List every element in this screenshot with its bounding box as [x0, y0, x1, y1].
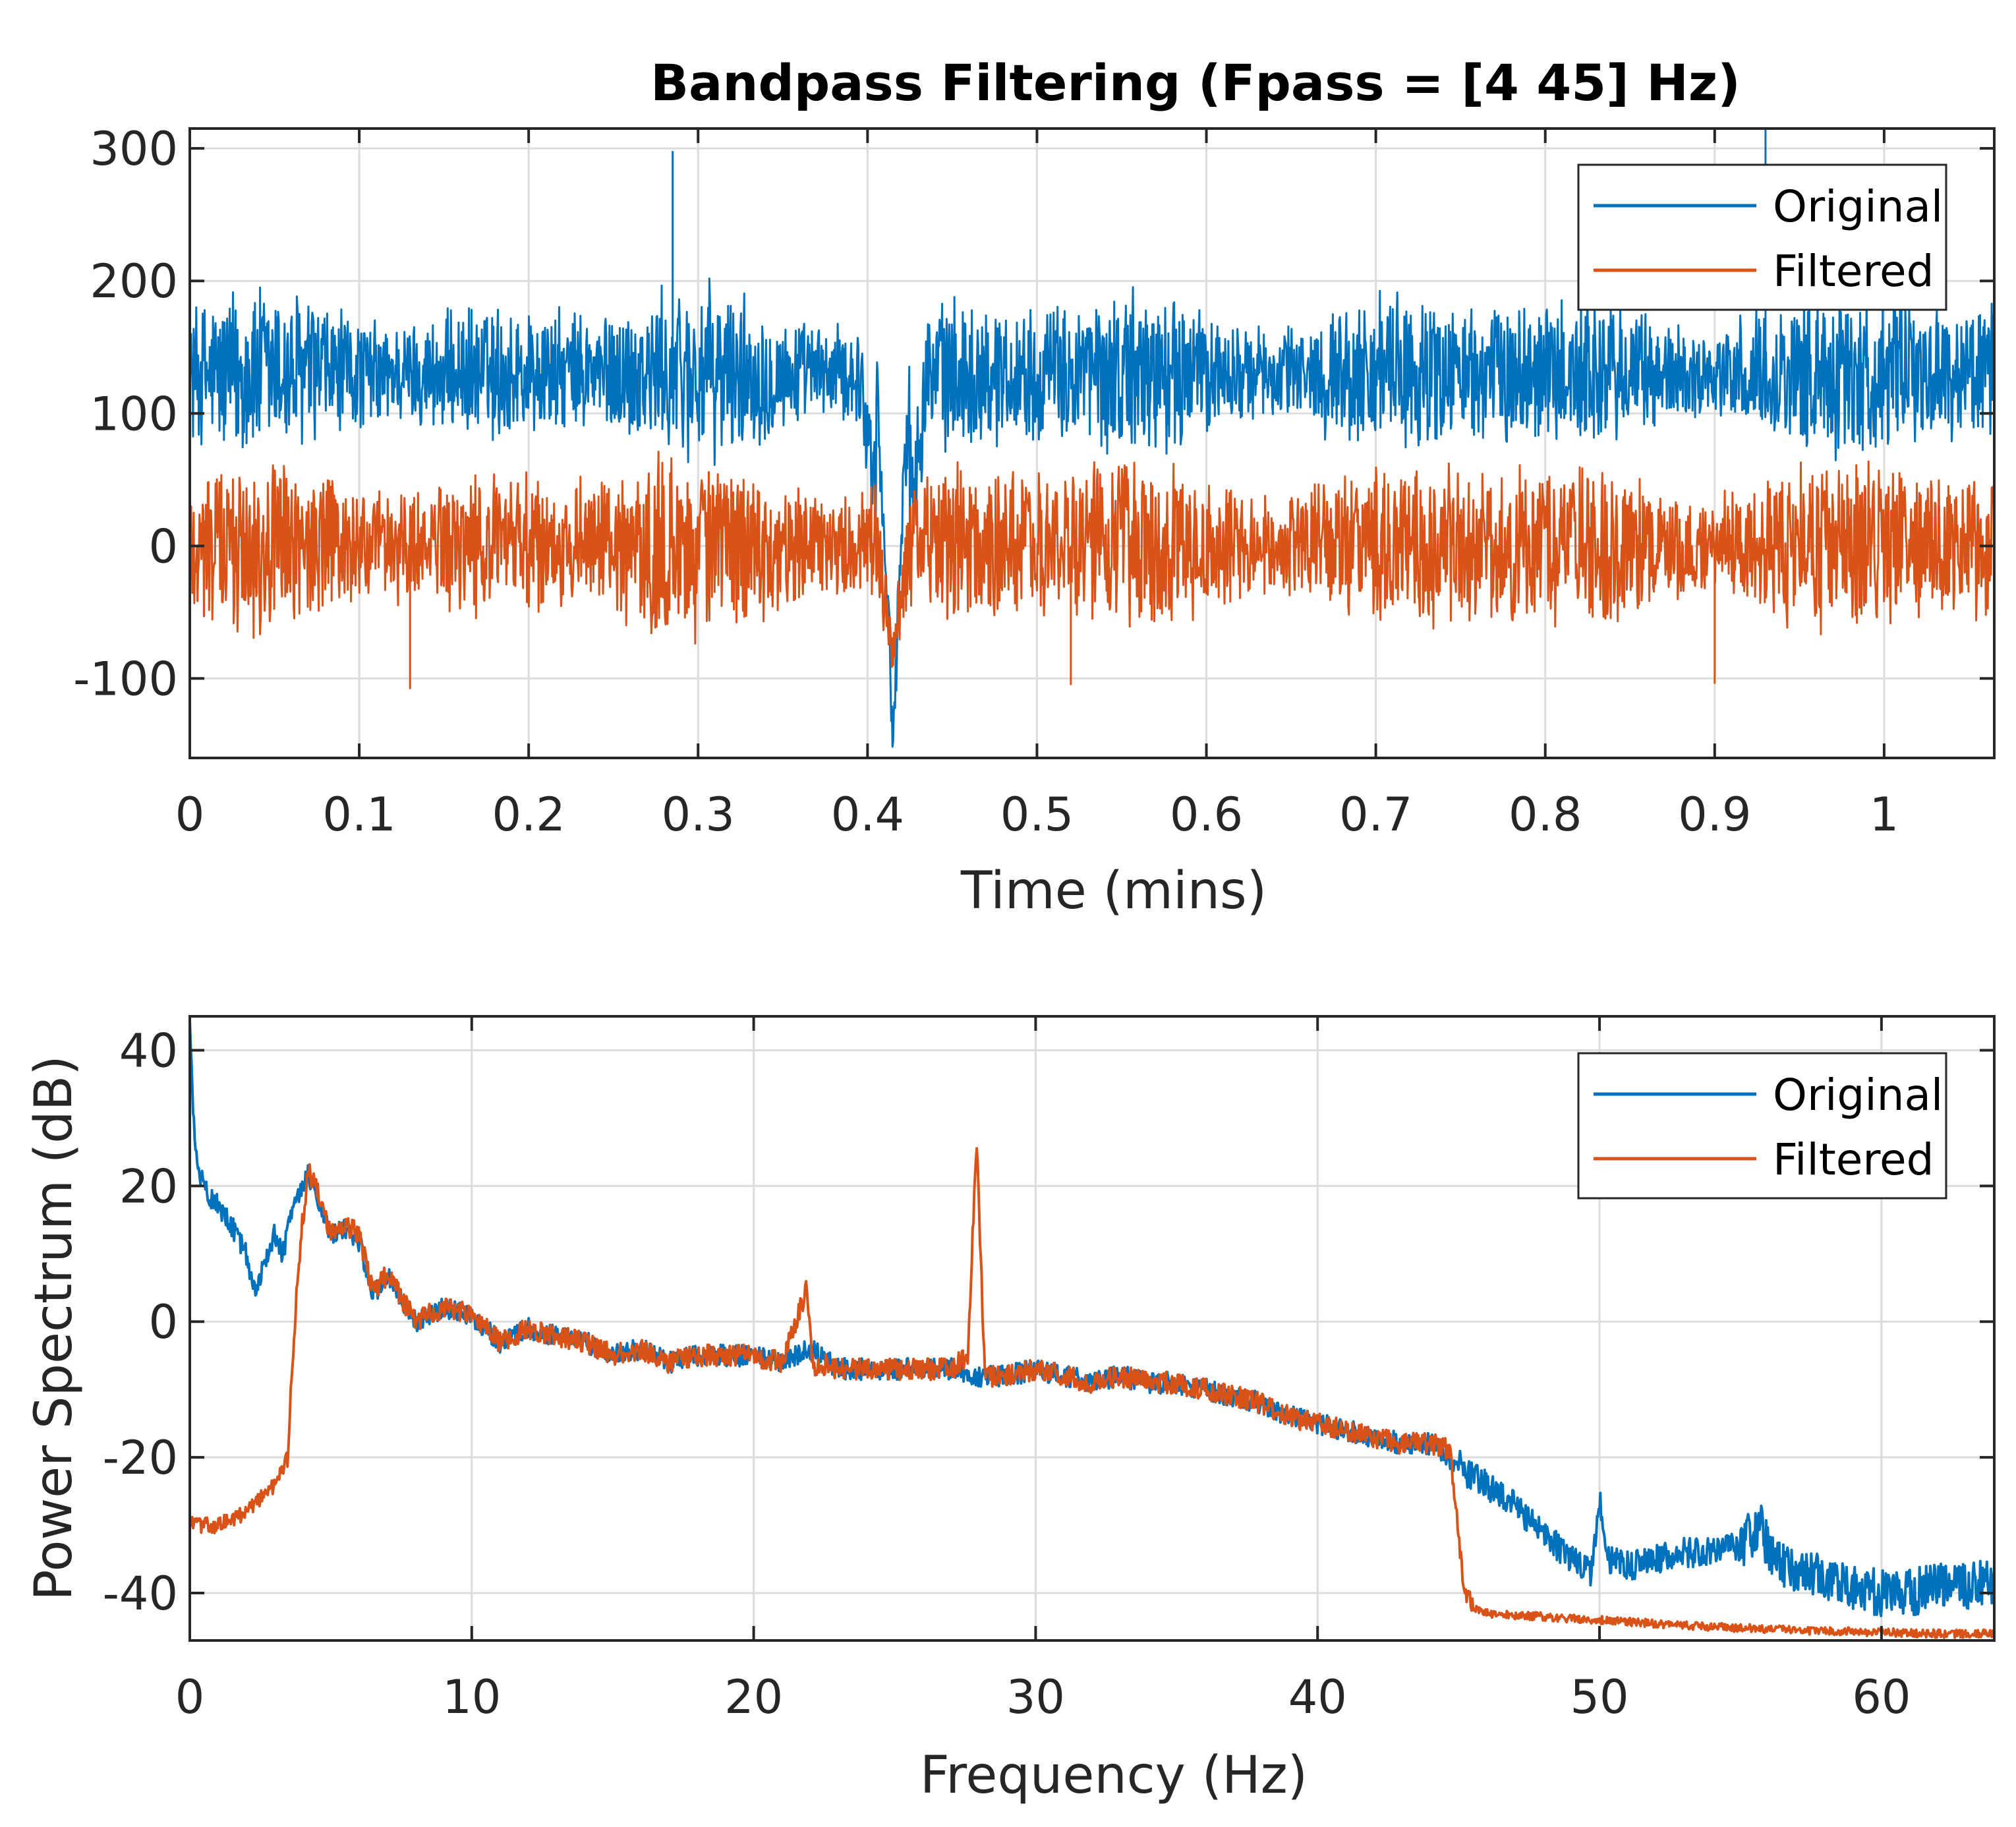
time-plot: 0 0.1 0.2 0.3 0.4 0.5 0.6 0.7 0.8 0.9 1 -100 0 100 200… — [73, 53, 1996, 921]
x-tick-label: 60 — [1852, 1670, 1911, 1724]
spectrum-plot-legend: Original Filtered — [1577, 1052, 1947, 1200]
x-tick-label: 20 — [724, 1670, 783, 1724]
y-tick-label: 100 — [90, 387, 178, 441]
spectrum-plot-ticks: 0 10 20 30 40 50 60 -40 -20 0 20 40 — [103, 1016, 1994, 1724]
chart-title: Bandpass Filtering (Fpass = [4 45] Hz) — [650, 53, 1741, 112]
y-tick-label: 20 — [119, 1159, 178, 1213]
x-tick-label: 0 — [175, 788, 205, 842]
time-plot-legend: Original Filtered — [1577, 163, 1947, 311]
y-tick-label: -100 — [73, 652, 178, 706]
x-tick-label: 0.1 — [322, 788, 395, 842]
legend-filtered-label: Filtered — [1773, 1134, 1934, 1185]
x-tick-label: 0.7 — [1339, 788, 1412, 842]
filtered-signal-line — [190, 450, 1994, 668]
filtered-spectrum-line — [190, 1147, 1994, 1639]
spectrum-plot-ylabel: Power Spectrum (dB) — [24, 1055, 84, 1600]
y-tick-label: -40 — [103, 1567, 178, 1621]
x-tick-label: 0.2 — [492, 788, 565, 842]
y-tick-label: 0 — [148, 519, 178, 573]
x-tick-label: 40 — [1288, 1670, 1347, 1724]
y-tick-label: 300 — [90, 122, 178, 176]
x-tick-label: 0.6 — [1170, 788, 1243, 842]
x-tick-label: 0.9 — [1678, 788, 1751, 842]
time-plot-frame — [188, 127, 1996, 759]
spectrum-plot-frame — [188, 1015, 1996, 1642]
y-tick-label: 0 — [148, 1295, 178, 1349]
x-tick-label: 1 — [1870, 788, 1899, 842]
x-tick-label: 0.8 — [1509, 788, 1582, 842]
y-tick-label: -20 — [103, 1431, 178, 1485]
spectrum-plot-lines — [190, 1020, 1994, 1639]
x-tick-label: 0 — [175, 1670, 205, 1724]
x-tick-label: 0.3 — [662, 788, 735, 842]
time-plot-legend-box — [1577, 163, 1947, 311]
x-tick-label: 50 — [1570, 1670, 1629, 1724]
x-tick-label: 0.5 — [1000, 788, 1074, 842]
x-tick-label: 10 — [442, 1670, 501, 1724]
y-tick-label: 200 — [90, 254, 178, 308]
spectrum-plot-legend-box — [1577, 1052, 1947, 1200]
spectrum-plot-grid — [188, 1016, 1994, 1640]
y-tick-label: 40 — [119, 1024, 178, 1078]
x-tick-label: 30 — [1006, 1670, 1065, 1724]
original-signal-line — [190, 277, 1994, 748]
legend-original-label: Original — [1773, 1070, 1943, 1120]
x-tick-label: 0.4 — [831, 788, 904, 842]
original-spectrum-line — [190, 1020, 1994, 1617]
time-plot-xlabel: Time (mins) — [960, 861, 1267, 921]
spectrum-plot-xlabel: Frequency (Hz) — [920, 1746, 1308, 1805]
legend-filtered-label: Filtered — [1773, 246, 1934, 297]
time-plot-ticks: 0 0.1 0.2 0.3 0.4 0.5 0.6 0.7 0.8 0.9 1 -100 0 100 200… — [73, 122, 1994, 842]
legend-original-label: Original — [1773, 181, 1943, 232]
